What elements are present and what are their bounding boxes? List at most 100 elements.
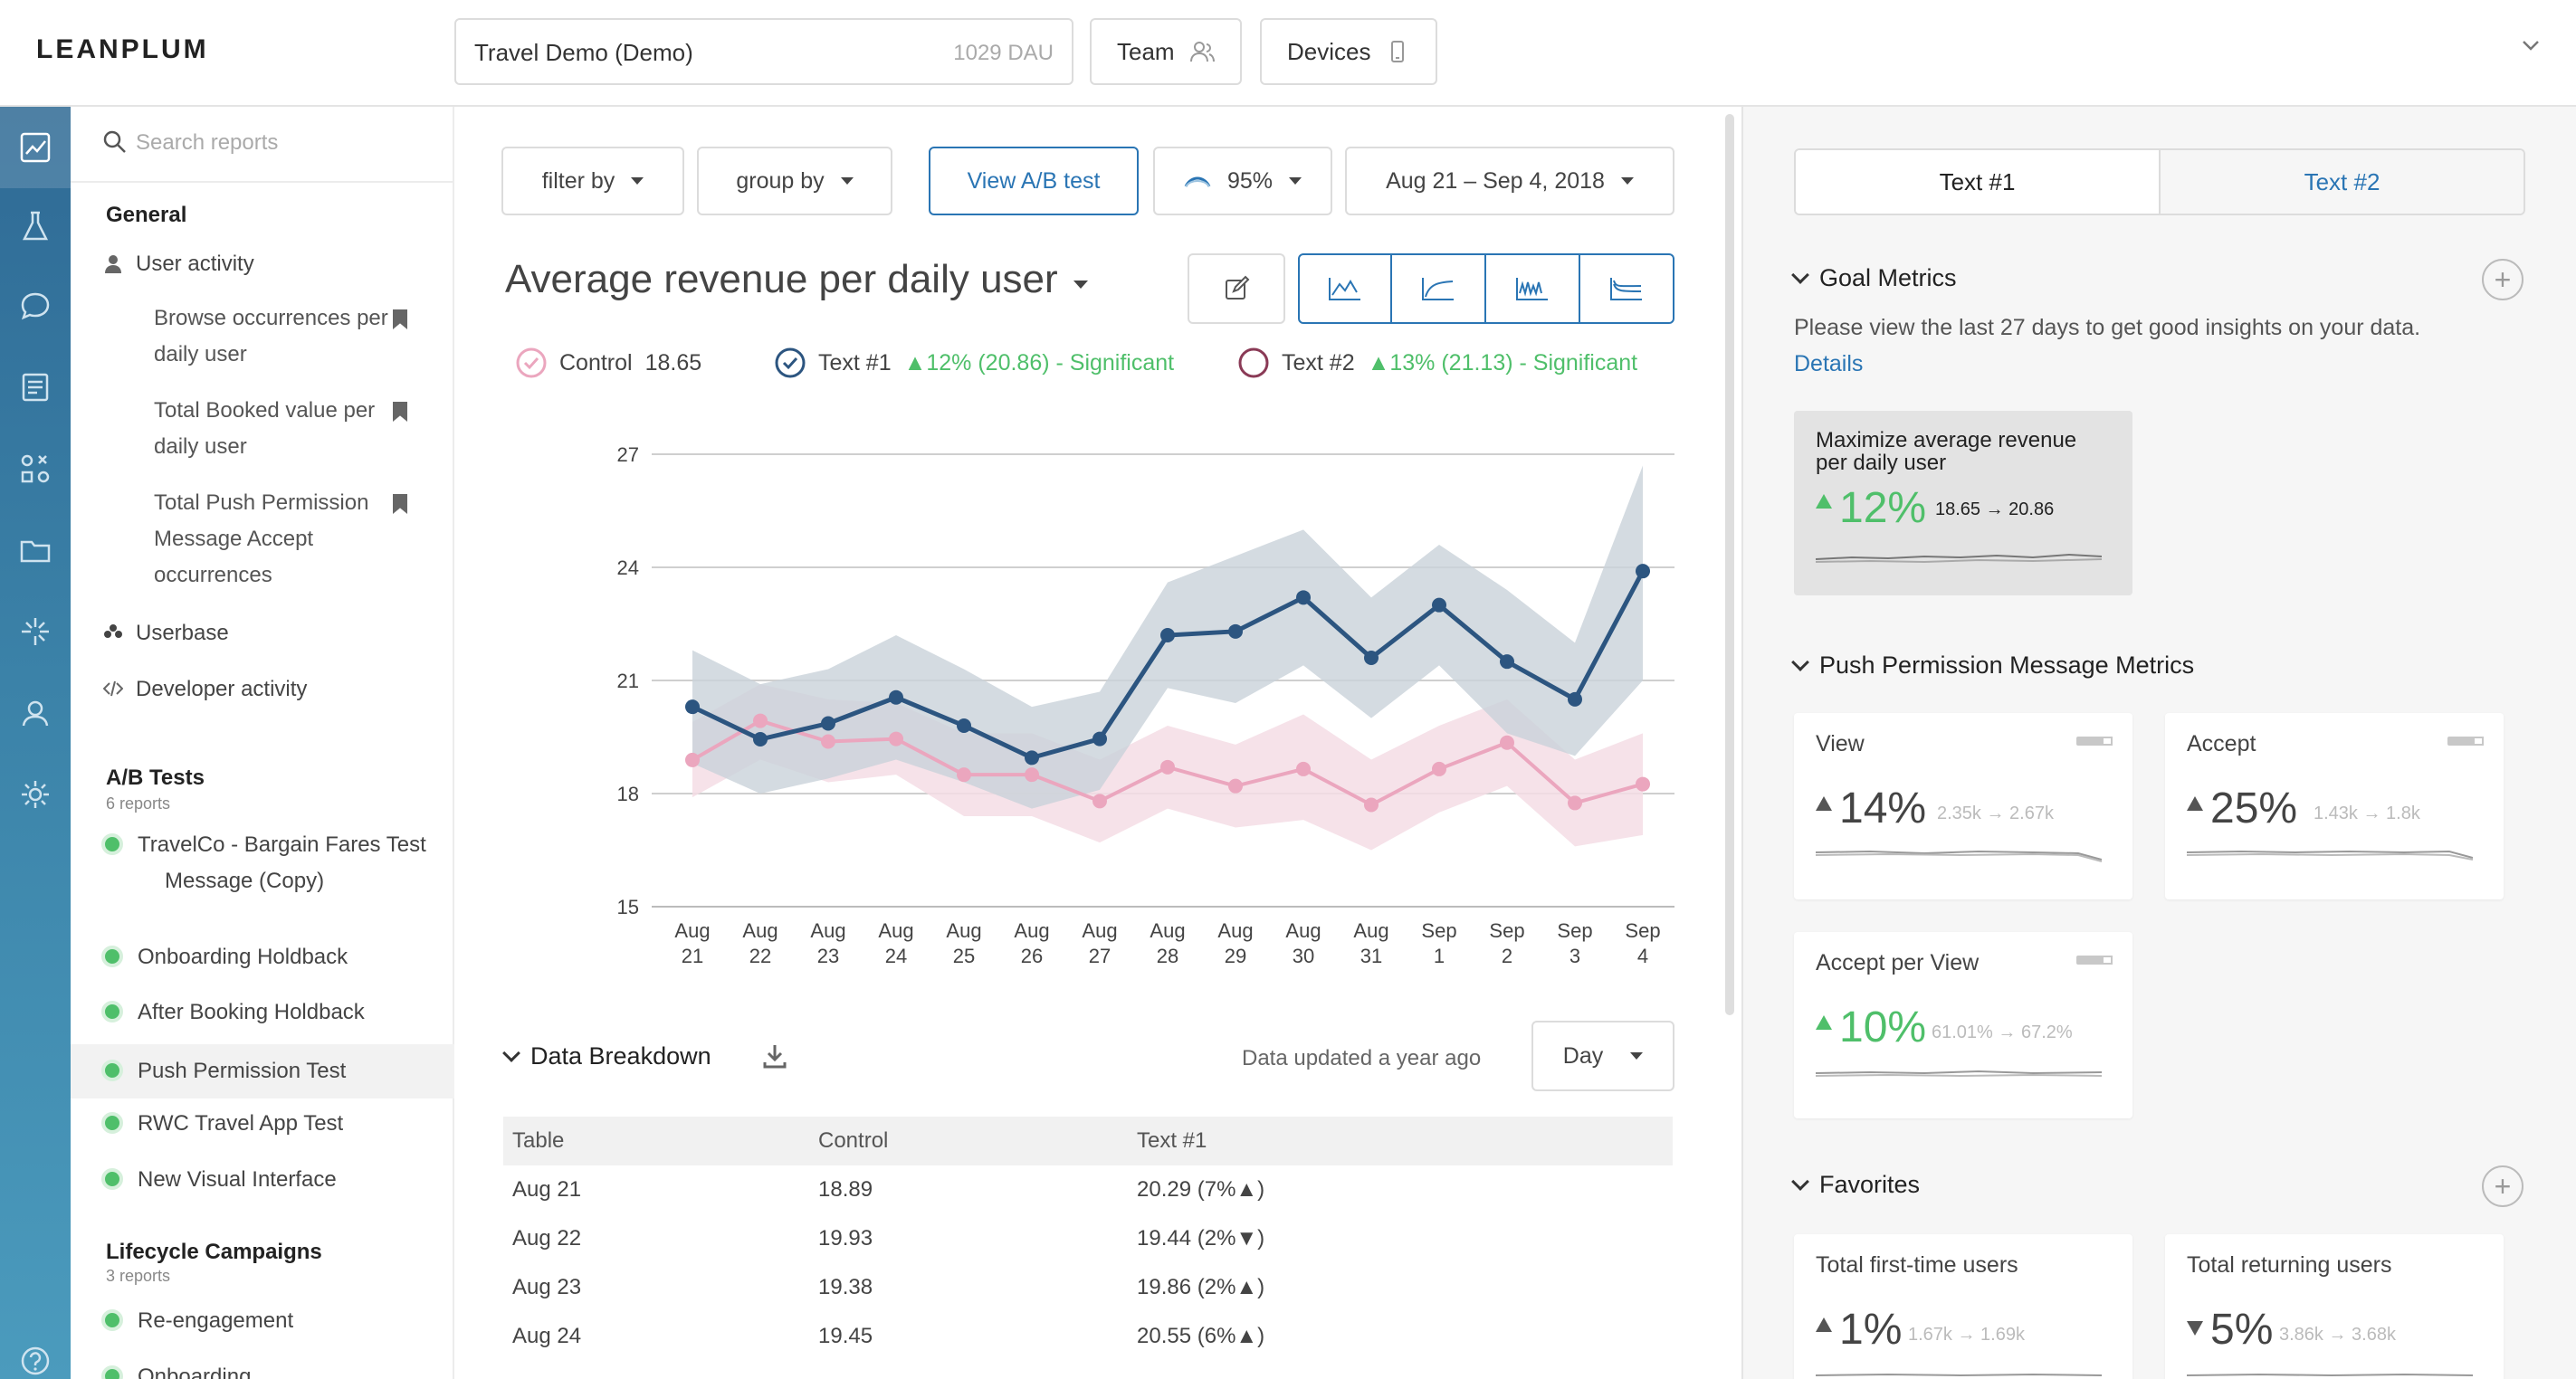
chart-type-line[interactable] [1298,253,1392,324]
rail-components[interactable] [15,449,55,489]
column-header[interactable]: Control [809,1117,1128,1165]
cumulative-chart-icon [1422,278,1454,300]
goal-metrics-toggle[interactable]: Goal Metrics [1791,264,1957,292]
toggle-icon[interactable] [2076,956,2113,965]
ab-test-item-selected[interactable]: Push Permission Test [71,1044,454,1098]
toggle-icon[interactable] [2447,737,2484,746]
rail-audiences[interactable] [15,693,55,733]
metric-percent: 14% [1839,785,1927,832]
legend-text1[interactable]: Text #1 ▲12% (20.86) - Significant [775,347,1174,378]
add-goal-metric-button[interactable]: + [2482,259,2524,300]
favorites-toggle[interactable]: Favorites [1791,1171,1920,1199]
chart-type-retention[interactable] [1580,253,1674,324]
main-scrollbar[interactable] [1725,114,1734,1015]
legend-control[interactable]: Control 18.65 [516,347,701,378]
rail-ab-tests[interactable] [15,206,55,246]
status-dot [101,1309,123,1331]
rail-content[interactable] [15,367,55,407]
legend-text2-label: Text #2 [1282,349,1355,376]
period-dropdown[interactable]: Day [1531,1021,1674,1091]
metric-percent: 1% [1839,1306,1903,1354]
caret-down-icon [1620,177,1634,185]
team-button[interactable]: Team [1090,18,1242,85]
ab-test-item[interactable]: After Booking Holdback [101,994,445,1031]
lifecycle-item[interactable]: Onboarding [101,1359,445,1379]
table-header-row: Table Control Text #1 [503,1117,1673,1165]
data-point [1568,795,1582,811]
x-tick-label: Aug [674,919,710,942]
sidebar-item-userbase[interactable]: Userbase [103,615,229,651]
leanplum-logo[interactable]: LEANPLUM [36,34,209,64]
details-link[interactable]: Details [1794,351,1864,376]
tab-text-1[interactable]: Text #1 [1796,150,2161,214]
confidence-dropdown[interactable]: 95% [1153,147,1332,215]
bookmark-icon[interactable] [393,309,407,329]
goal-metric-card[interactable]: Maximize average revenue per daily user … [1794,411,2132,595]
ab-test-item[interactable]: TravelCo - Bargain Fares Test Message (C… [101,827,463,899]
group-by-dropdown[interactable]: group by [697,147,892,215]
edit-chart-button[interactable] [1188,253,1285,324]
column-header[interactable]: Table [503,1117,809,1165]
rail-settings[interactable] [15,775,55,814]
chart-type-volatility[interactable] [1486,253,1580,324]
bookmark-icon[interactable] [393,494,407,514]
report-browse-occurrences[interactable]: Browse occurrences per daily user [154,306,388,366]
bookmark-icon[interactable] [393,402,407,422]
chart-title[interactable]: Average revenue per daily user [505,257,1058,301]
legend-text1-label: Text #1 [818,349,892,376]
sparkle-icon [22,618,49,645]
tab-text-2[interactable]: Text #2 [2161,150,2524,214]
arrow-down-icon [2187,1321,2203,1336]
sidebar-item-developer-activity[interactable]: Developer activity [103,671,307,708]
rail-help[interactable] [15,1341,55,1379]
x-tick-label: 22 [749,945,771,967]
ab-test-label: RWC Travel App Test [138,1111,344,1136]
sidebar-item-user-activity[interactable]: User activity [103,246,254,282]
data-breakdown-toggle[interactable]: Data Breakdown [502,1042,711,1070]
column-header[interactable]: Text #1 [1128,1117,1673,1165]
table-row: Aug 23 19.38 19.86 (2%▲) [503,1263,1673,1312]
table-cell: 19.86 (2%▲) [1137,1275,1265,1299]
filter-by-dropdown[interactable]: filter by [501,147,684,215]
data-point [1364,797,1379,813]
search-input[interactable] [136,125,425,161]
favorite-card-returning-users[interactable]: Total returning users 5% 3.86k → 3.68k [2165,1234,2504,1379]
favorite-card-first-time-users[interactable]: Total first-time users 1% 1.67k → 1.69k [1794,1234,2132,1379]
status-dot [101,946,123,967]
rail-automation[interactable] [15,612,55,651]
legend-text2[interactable]: Text #2 ▲13% (21.13) - Significant [1238,347,1637,378]
rail-analytics[interactable] [0,107,71,188]
chart-type-cumulative[interactable] [1392,253,1486,324]
metric-card-accept[interactable]: Accept 25% 1.43k → 1.8k [2165,713,2504,899]
lifecycle-item[interactable]: Re-engagement [101,1303,445,1339]
add-favorite-button[interactable]: + [2482,1165,2524,1207]
report-push-permission-accept[interactable]: Total Push Permission Message Accept occ… [154,490,369,587]
metric-card-view[interactable]: View 14% 2.35k → 2.67k [1794,713,2132,899]
rail-files[interactable] [15,530,55,570]
ab-test-item[interactable]: Onboarding Holdback [101,939,445,975]
data-breakdown-title: Data Breakdown [530,1042,711,1070]
toggle-icon[interactable] [2076,737,2113,746]
userbase-label: Userbase [136,621,229,645]
devices-button[interactable]: Devices [1260,18,1438,85]
report-total-booked-value[interactable]: Total Booked value per daily user [154,398,376,459]
metric-card-accept-per-view[interactable]: Accept per View 10% 61.01% → 67.2% [1794,932,2132,1118]
app-selector[interactable]: Travel Demo (Demo) 1029 DAU [454,18,1073,85]
ab-test-item[interactable]: New Visual Interface [101,1162,445,1198]
view-ab-test-button[interactable]: View A/B test [929,147,1139,215]
rail-messaging[interactable] [15,286,55,326]
developer-activity-label: Developer activity [136,677,308,701]
chevron-down-icon[interactable] [2522,36,2540,54]
caret-down-icon[interactable] [1073,281,1088,289]
push-metrics-toggle[interactable]: Push Permission Message Metrics [1791,651,2194,680]
lifecycle-heading: Lifecycle Campaigns [106,1240,322,1264]
ab-test-item[interactable]: RWC Travel App Test [101,1106,445,1142]
date-range-picker[interactable]: Aug 21 – Sep 4, 2018 [1345,147,1674,215]
view-ab-test-label: View A/B test [967,167,1101,194]
download-icon[interactable] [762,1042,787,1070]
data-point [1364,651,1379,665]
help-icon [21,1346,50,1375]
app-dau: 1029 DAU [953,41,1054,65]
goal-metric-range: 18.65 → 20.86 [1935,499,2055,519]
chevron-down-icon [1791,265,1809,284]
